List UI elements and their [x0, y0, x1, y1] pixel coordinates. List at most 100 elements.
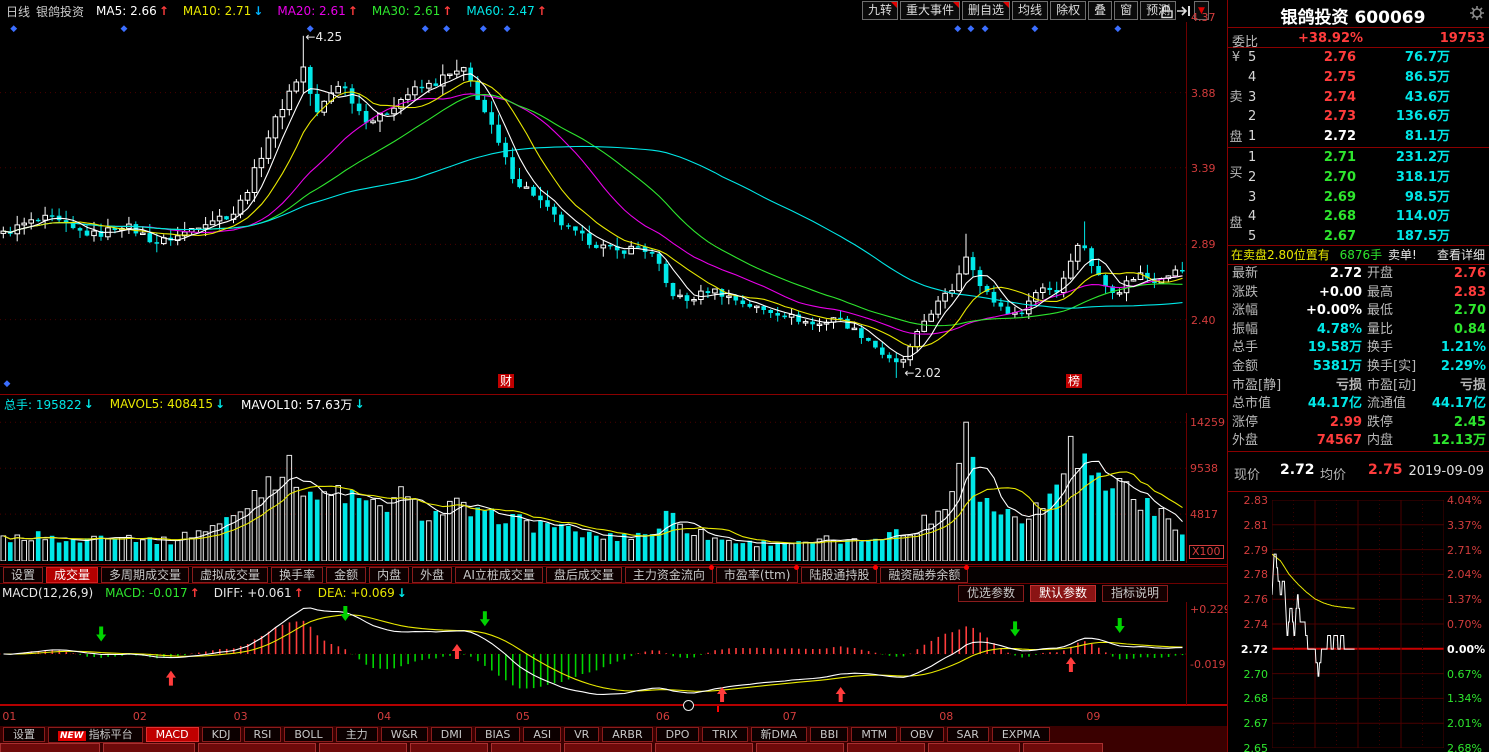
stat-label: 换手[实]: [1367, 359, 1417, 374]
event-diamond-icon[interactable]: ◆: [306, 24, 314, 34]
notification-dot: [794, 565, 800, 570]
queue-level: 1: [1248, 150, 1257, 165]
notification-dot: [873, 565, 879, 570]
cutoff-tab-8[interactable]: [756, 743, 844, 752]
drag-handle-icon[interactable]: [683, 700, 694, 711]
stats-row-6: 市盈[静] 亏损 市盈[动] 亏损: [1228, 377, 1489, 396]
stats-row-9: 外盘 74567 内盘 12.13万: [1228, 432, 1489, 451]
cutoff-tab-10[interactable]: [928, 743, 1020, 752]
toolbar-button-除权[interactable]: 除权: [1050, 1, 1087, 20]
stat-value: 4.78%: [1316, 321, 1362, 337]
indicator-tab-新DMA[interactable]: 新DMA: [750, 727, 808, 742]
volume-tab-主力资金流向[interactable]: 主力资金流向: [624, 565, 714, 583]
queue-volume: 76.7万: [1404, 50, 1450, 65]
cai-event-badge[interactable]: 财: [498, 374, 515, 388]
volume-tab-盘后成交量[interactable]: 盘后成交量: [545, 567, 622, 583]
volume-tab-金额[interactable]: 金额: [326, 567, 367, 583]
stock-name-label: 银鸽投资: [36, 4, 85, 19]
sell-row-2: 2 2.73 136.6万: [1244, 107, 1489, 127]
macd-param-button-优选参数[interactable]: 优选参数: [958, 585, 1025, 602]
toolbar-button-叠[interactable]: 叠: [1088, 1, 1113, 20]
intraday-price-label-2.76: 2.76: [1243, 593, 1269, 607]
event-diamond-icon[interactable]: ◆: [120, 24, 128, 34]
indicator-tab-MTM[interactable]: MTM: [851, 727, 898, 742]
event-diamond-icon[interactable]: ◆: [3, 379, 11, 389]
cutoff-tab-6[interactable]: [564, 743, 652, 752]
cutoff-tab-9[interactable]: [847, 743, 925, 752]
indicator-tab-VR[interactable]: VR: [564, 727, 600, 742]
indicator-tab-RSI[interactable]: RSI: [243, 727, 282, 742]
indicator-tab-DPO[interactable]: DPO: [655, 727, 700, 742]
toolbar-button-均线[interactable]: 均线: [1012, 1, 1049, 20]
cutoff-tab-5[interactable]: [491, 743, 561, 752]
event-diamond-icon[interactable]: ◆: [1114, 24, 1122, 34]
volume-tab-外盘[interactable]: 外盘: [412, 567, 453, 583]
bottom-tab-indicator-platform[interactable]: NEW 指标平台: [48, 726, 143, 743]
kline-pane[interactable]: 4.37 3.88 3.39 2.89 2.40 ◆ ◆ ◆ ◆ ◆ ◆ ◆ ◆ ◆ ◆ ◆ ◆ ◆ ←4.25 ←…: [0, 11, 1227, 395]
bang-event-badge[interactable]: 榜: [1066, 374, 1083, 388]
avg-value: 2.75: [1368, 462, 1403, 478]
view-detail-link[interactable]: 查看详细: [1436, 248, 1485, 262]
stat-label: 最低: [1367, 303, 1394, 319]
toolbar-button-重大事件[interactable]: 重大事件: [900, 1, 961, 20]
indicator-tab-MACD[interactable]: MACD: [145, 727, 199, 742]
event-diamond-icon[interactable]: ◆: [421, 24, 429, 34]
cutoff-tab-3[interactable]: [319, 743, 407, 752]
cutoff-tab-0[interactable]: [0, 743, 100, 752]
indicator-tab-W&R[interactable]: W&R: [380, 727, 428, 742]
indicator-tab-BIAS[interactable]: BIAS: [475, 727, 521, 742]
macd-pane[interactable]: MACD(12,26,9) MACD: -0.017 ↑ DIFF: +0.061 ↑…: [0, 584, 1231, 705]
toolbar-button-窗[interactable]: 窗: [1114, 1, 1139, 20]
volume-tab-虚拟成交量[interactable]: 虚拟成交量: [192, 567, 269, 583]
bottom-tab-settings[interactable]: 设置: [3, 727, 45, 742]
volume-tab-内盘[interactable]: 内盘: [369, 567, 410, 583]
indicator-tab-BOLL[interactable]: BOLL: [284, 727, 333, 742]
dropdown-caret-icon[interactable]: ▼: [1194, 1, 1209, 20]
volume-tab-市盈率(ttm)[interactable]: 市盈率(ttm): [715, 565, 800, 583]
indicator-tab-EXPMA[interactable]: EXPMA: [991, 727, 1050, 742]
indicator-tab-SAR[interactable]: SAR: [946, 727, 989, 742]
macd-param-button-指标说明[interactable]: 指标说明: [1102, 585, 1169, 602]
toolbar-button-九转[interactable]: 九转: [862, 1, 899, 20]
volume-tab-融资融券余额[interactable]: 融资融券余额: [880, 565, 970, 583]
volume-tab-AI立桩成交量[interactable]: AI立桩成交量: [455, 567, 543, 583]
intraday-pct-label-0.67%: 0.67%: [1447, 667, 1482, 681]
indicator-tab-ASI[interactable]: ASI: [523, 727, 562, 742]
toolbar-button-删自选[interactable]: 删自选: [962, 1, 1011, 20]
volume-tab-多周期成交量[interactable]: 多周期成交量: [101, 567, 190, 583]
cutoff-tab-4[interactable]: [410, 743, 488, 752]
gear-icon[interactable]: [1469, 5, 1485, 24]
cutoff-tab-7[interactable]: [655, 743, 753, 752]
volume-pane[interactable]: 总手: 195822 ↓ MAVOL5: 408415 ↓ MAVOL10: 57.63…: [0, 395, 1227, 565]
volume-tab-成交量[interactable]: 成交量: [46, 567, 99, 583]
intraday-chart[interactable]: 2.83 2.81 2.79 2.78 2.76 2.74 2.72 2.70 2.68 2.67…: [1228, 492, 1489, 752]
cutoff-tab-1[interactable]: [103, 743, 195, 752]
event-diamond-icon[interactable]: ◆: [981, 24, 989, 34]
indicator-tab-OBV[interactable]: OBV: [900, 727, 944, 742]
cutoff-tab-2[interactable]: [198, 743, 316, 752]
indicator-tab-DMI[interactable]: DMI: [430, 727, 473, 742]
red-corner-badge: [1003, 2, 1010, 8]
macd-param-button-默认参数[interactable]: 默认参数: [1030, 585, 1097, 602]
indicator-tab-BBI[interactable]: BBI: [810, 727, 849, 742]
event-diamond-icon[interactable]: ◆: [1031, 24, 1039, 34]
event-diamond-icon[interactable]: ◆: [10, 24, 18, 34]
jump-to-end-icon[interactable]: [1176, 4, 1192, 18]
event-diamond-icon[interactable]: ◆: [503, 24, 511, 34]
indicator-tab-KDJ[interactable]: KDJ: [201, 727, 241, 742]
indicator-tab-ARBR[interactable]: ARBR: [602, 727, 653, 742]
volume-tab-陆股通持股[interactable]: 陆股通持股: [801, 565, 879, 583]
event-diamond-icon[interactable]: ◆: [967, 24, 975, 34]
event-diamond-icon[interactable]: ◆: [479, 24, 487, 34]
lock-icon[interactable]: [1160, 3, 1174, 19]
period-label[interactable]: 日线: [6, 4, 31, 19]
event-diamond-icon[interactable]: ◆: [443, 24, 451, 34]
volume-tab-设置[interactable]: 设置: [3, 567, 44, 583]
intraday-price-label-2.74: 2.74: [1243, 618, 1269, 631]
volume-tab-换手率[interactable]: 换手率: [271, 567, 324, 583]
event-diamond-icon[interactable]: ◆: [954, 24, 962, 34]
cutoff-tab-11[interactable]: [1023, 743, 1103, 752]
time-axis[interactable]: 01 02 03 04 05 06 07 08 09: [0, 700, 1227, 726]
indicator-tab-TRIX[interactable]: TRIX: [702, 727, 748, 742]
indicator-tab-主力[interactable]: 主力: [335, 727, 378, 742]
